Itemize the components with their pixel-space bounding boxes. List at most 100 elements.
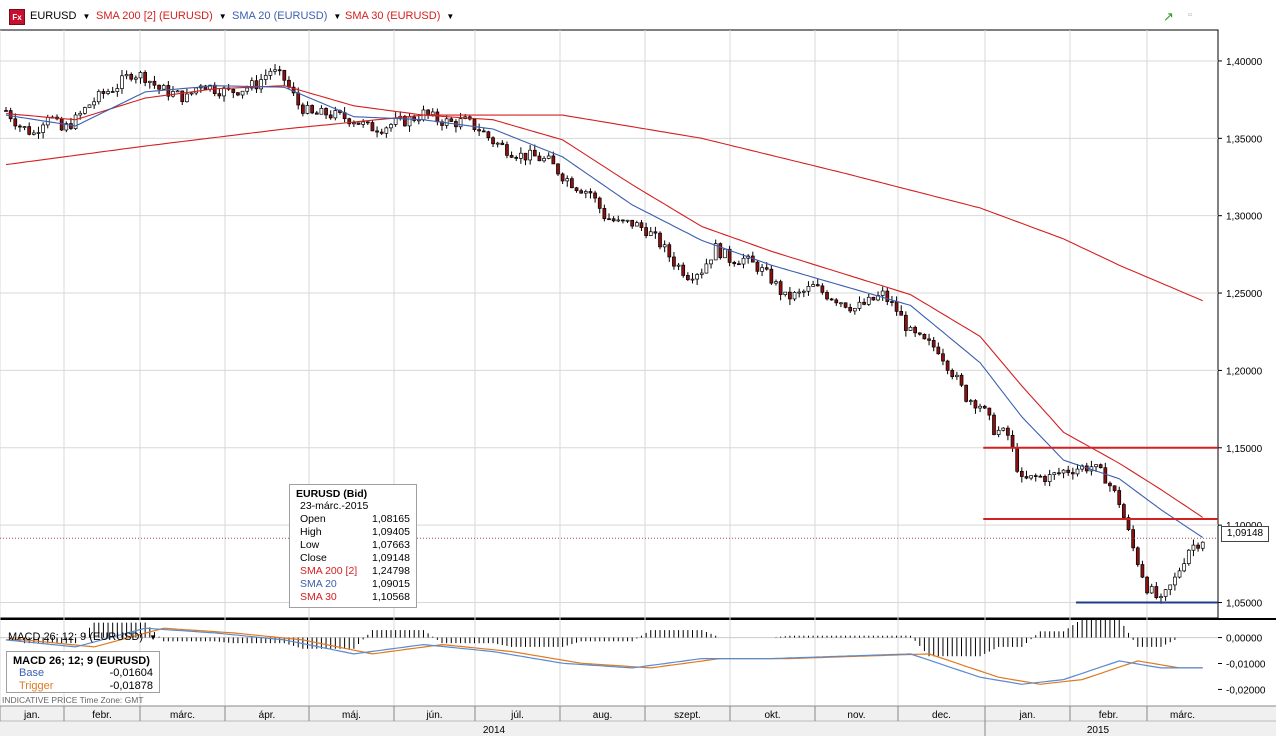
candle-body: [844, 303, 847, 308]
candle-body: [505, 145, 508, 156]
candle-body: [14, 119, 17, 126]
chart-toolbar: Fx EURUSD ▼ SMA 200 [2] (EURUSD) ▼ SMA 20 …: [0, 0, 1276, 30]
candle-body: [380, 132, 383, 133]
price-tick-label: 1,25000: [1226, 289, 1263, 300]
candle-body: [617, 220, 620, 221]
candle-body: [510, 155, 513, 157]
candle-body: [770, 269, 773, 283]
caret-down-icon: ▼: [149, 633, 157, 642]
candle-body: [264, 75, 267, 79]
candle-body: [826, 292, 829, 299]
study-sma30[interactable]: SMA 30 (EURUSD) ▼: [345, 10, 454, 22]
month-tick-label: szept.: [674, 710, 701, 721]
month-tick-label: jan.: [1018, 710, 1035, 721]
info-title: EURUSD (Bid): [296, 488, 410, 500]
last-price-tag: 1,09148: [1221, 526, 1269, 542]
candle-body: [556, 164, 559, 174]
candle-body: [311, 105, 314, 112]
candle-body: [663, 245, 666, 247]
info-row: Low 1,07663: [296, 539, 410, 552]
candle-body: [992, 415, 995, 434]
candle-body: [1053, 473, 1056, 475]
candle-body: [1155, 587, 1158, 598]
candle-body: [584, 191, 587, 193]
candle-body: [79, 113, 82, 115]
candle-body: [501, 143, 504, 144]
candle-body: [1197, 545, 1200, 548]
candle-body: [570, 179, 573, 188]
candle-body: [895, 302, 898, 312]
price-tick-label: 1,15000: [1226, 444, 1263, 455]
candle-body: [1071, 473, 1074, 474]
candle-body: [158, 85, 161, 89]
candle-body: [635, 223, 638, 226]
candle-body: [190, 93, 193, 94]
candle-body: [793, 292, 796, 299]
candle-body: [965, 385, 968, 401]
candle-body: [362, 122, 365, 125]
candle-body: [960, 375, 963, 385]
candle-body: [677, 265, 680, 266]
candle-body: [1016, 448, 1019, 472]
candle-body: [1164, 590, 1167, 597]
candle-body: [69, 124, 72, 129]
candle-body: [37, 133, 40, 134]
candle-body: [1067, 470, 1070, 472]
candle-body: [5, 110, 8, 111]
candle-body: [1113, 486, 1116, 491]
candle-body: [955, 375, 958, 376]
candle-body: [529, 150, 532, 160]
candle-body: [580, 191, 583, 193]
info-row-value: 1,09405: [372, 526, 410, 539]
month-tick-label: márc.: [170, 710, 195, 721]
candle-body: [733, 262, 736, 263]
candle-body: [1169, 585, 1172, 590]
candle-body: [672, 257, 675, 266]
window-icon[interactable]: ▫: [1188, 9, 1192, 21]
candle-body: [139, 72, 142, 77]
candle-body: [951, 370, 954, 376]
candle-body: [737, 264, 740, 265]
candle-body: [788, 292, 791, 299]
candle-body: [691, 279, 694, 280]
candle-body: [696, 275, 699, 280]
candle-body: [1187, 550, 1190, 563]
price-tick-label: 1,30000: [1226, 212, 1263, 223]
candle-body: [645, 228, 648, 236]
candle-body: [598, 198, 601, 208]
candle-body: [983, 406, 986, 408]
candle-body: [900, 311, 903, 315]
macd-selector[interactable]: MACD 26; 12; 9 (EURUSD) ▼: [8, 631, 157, 643]
candle-body: [88, 105, 91, 108]
candle-body: [566, 179, 569, 181]
candle-body: [705, 264, 708, 273]
candle-body: [102, 91, 105, 93]
candle-body: [297, 93, 300, 105]
study-sma20[interactable]: SMA 20 (EURUSD) ▼: [232, 10, 341, 22]
candle-body: [357, 123, 360, 125]
symbol-selector[interactable]: EURUSD ▼: [30, 10, 90, 22]
price-tick-label: 1,40000: [1226, 57, 1263, 68]
candle-body: [376, 131, 379, 132]
study-sma200[interactable]: SMA 200 [2] (EURUSD) ▼: [96, 10, 227, 22]
candle-body: [742, 258, 745, 264]
footer-note: INDICATIVE PRICE Time Zone: GMT: [2, 695, 144, 705]
candle-body: [631, 220, 634, 226]
candle-body: [932, 340, 935, 347]
info-row: SMA 20 1,09015: [296, 578, 410, 591]
candle-body: [612, 219, 615, 221]
candle-body: [872, 297, 875, 300]
macd-tick-label: -0,01000: [1226, 660, 1266, 671]
candle-body: [255, 81, 258, 89]
macd-tick-label: -0,02000: [1226, 685, 1266, 696]
candle-body: [1118, 491, 1121, 505]
candle-body: [427, 110, 430, 115]
caret-down-icon: ▼: [219, 12, 227, 21]
candle-body: [835, 300, 838, 303]
candle-body: [473, 119, 476, 130]
candle-body: [111, 91, 114, 92]
year-tick-label: 2015: [1087, 725, 1110, 736]
macd-trigger-label: Trigger: [13, 680, 53, 693]
candle-body: [366, 122, 369, 123]
trend-icon[interactable]: ↗: [1163, 9, 1174, 25]
